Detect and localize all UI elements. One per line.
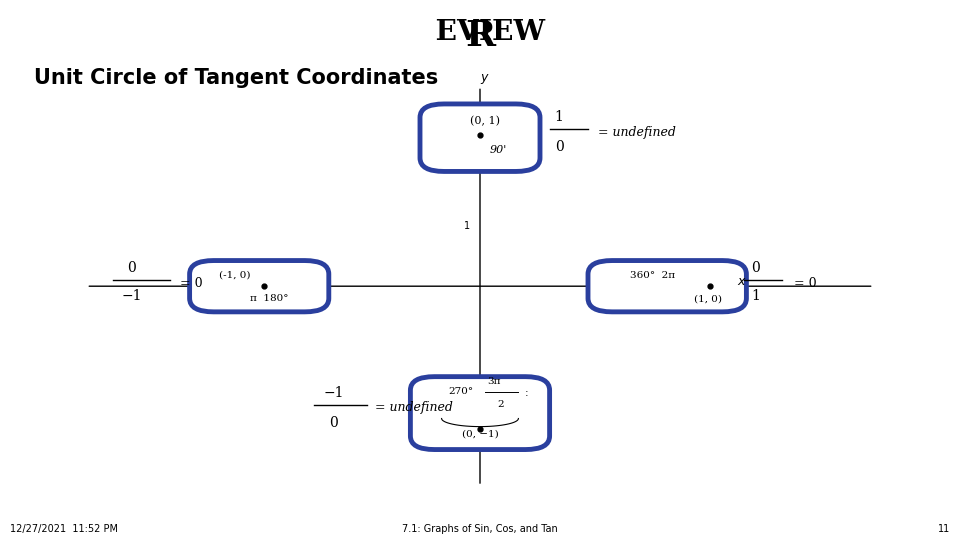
Text: x: x xyxy=(737,275,745,288)
Text: = undefined: = undefined xyxy=(597,126,676,139)
Text: 0: 0 xyxy=(555,140,564,154)
Text: 360°  2π: 360° 2π xyxy=(630,271,676,280)
Text: y: y xyxy=(480,71,488,84)
Text: 7.1: Graphs of Sin, Cos, and Tan: 7.1: Graphs of Sin, Cos, and Tan xyxy=(402,523,558,534)
Text: = 0: = 0 xyxy=(180,277,203,290)
Text: −1: −1 xyxy=(324,386,344,400)
Text: 90': 90' xyxy=(490,145,507,155)
Text: 1: 1 xyxy=(555,110,564,124)
Text: 2: 2 xyxy=(498,400,504,409)
Text: R: R xyxy=(465,19,495,53)
Text: = 0: = 0 xyxy=(795,277,817,290)
Text: (1, 0): (1, 0) xyxy=(693,294,722,303)
Text: Unit Circle of Tangent Coordinates: Unit Circle of Tangent Coordinates xyxy=(34,68,438,87)
Text: 0: 0 xyxy=(329,416,338,430)
Text: (0, 1): (0, 1) xyxy=(469,116,500,127)
Text: (-1, 0): (-1, 0) xyxy=(220,271,251,280)
Text: 11: 11 xyxy=(938,523,950,534)
Text: 0: 0 xyxy=(752,261,760,275)
Text: (0, −1): (0, −1) xyxy=(462,429,498,438)
FancyBboxPatch shape xyxy=(411,377,549,449)
Text: −1: −1 xyxy=(122,289,142,303)
Text: = undefined: = undefined xyxy=(374,401,453,414)
Text: 1: 1 xyxy=(752,289,760,303)
Text: 270°: 270° xyxy=(448,387,473,396)
Text: 1: 1 xyxy=(465,221,470,231)
FancyBboxPatch shape xyxy=(588,261,747,312)
FancyBboxPatch shape xyxy=(190,261,328,312)
Text: 12/27/2021  11:52 PM: 12/27/2021 11:52 PM xyxy=(10,523,117,534)
FancyBboxPatch shape xyxy=(420,104,540,172)
Text: 0: 0 xyxy=(128,261,136,275)
Text: :: : xyxy=(524,388,528,397)
Text: EVIEW: EVIEW xyxy=(416,19,544,46)
Text: π  180°: π 180° xyxy=(250,294,288,303)
Text: 3π: 3π xyxy=(488,377,501,386)
